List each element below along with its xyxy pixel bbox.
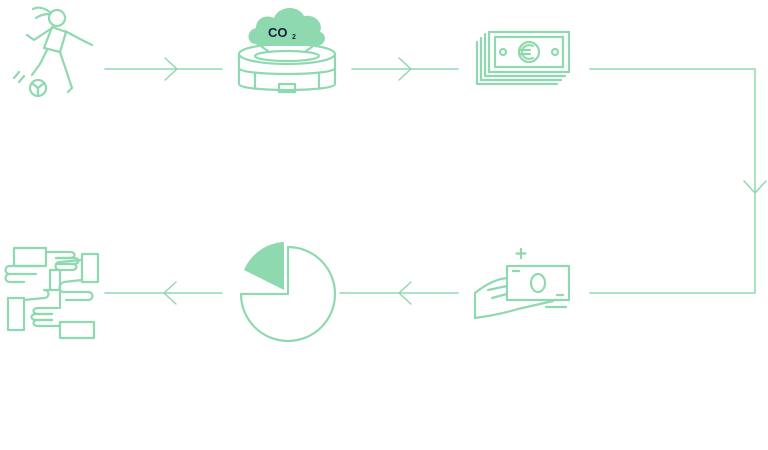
connector-money-to-payment <box>589 68 767 294</box>
connector-stadium-to-money <box>351 57 459 81</box>
football-player-icon <box>12 6 94 98</box>
pie-chart-icon <box>239 242 337 343</box>
stadium-co2-cloud-icon: CO 2 <box>237 7 337 94</box>
arrow-right-icon <box>398 57 412 81</box>
joined-hands-icon <box>4 246 100 340</box>
arrow-down-icon <box>743 180 767 194</box>
connector-payment-to-allocation <box>339 281 459 305</box>
connector-player-to-stadium <box>104 57 223 81</box>
euro-banknotes-icon <box>475 30 571 86</box>
co2-subscript: 2 <box>292 34 296 41</box>
co2-label: CO <box>268 25 288 40</box>
connector-allocation-to-cooperation <box>104 281 223 305</box>
arrow-left-icon <box>398 281 412 305</box>
arrow-right-icon <box>164 57 178 81</box>
hand-with-banknote-icon <box>473 247 571 320</box>
arrow-left-icon <box>163 281 177 305</box>
